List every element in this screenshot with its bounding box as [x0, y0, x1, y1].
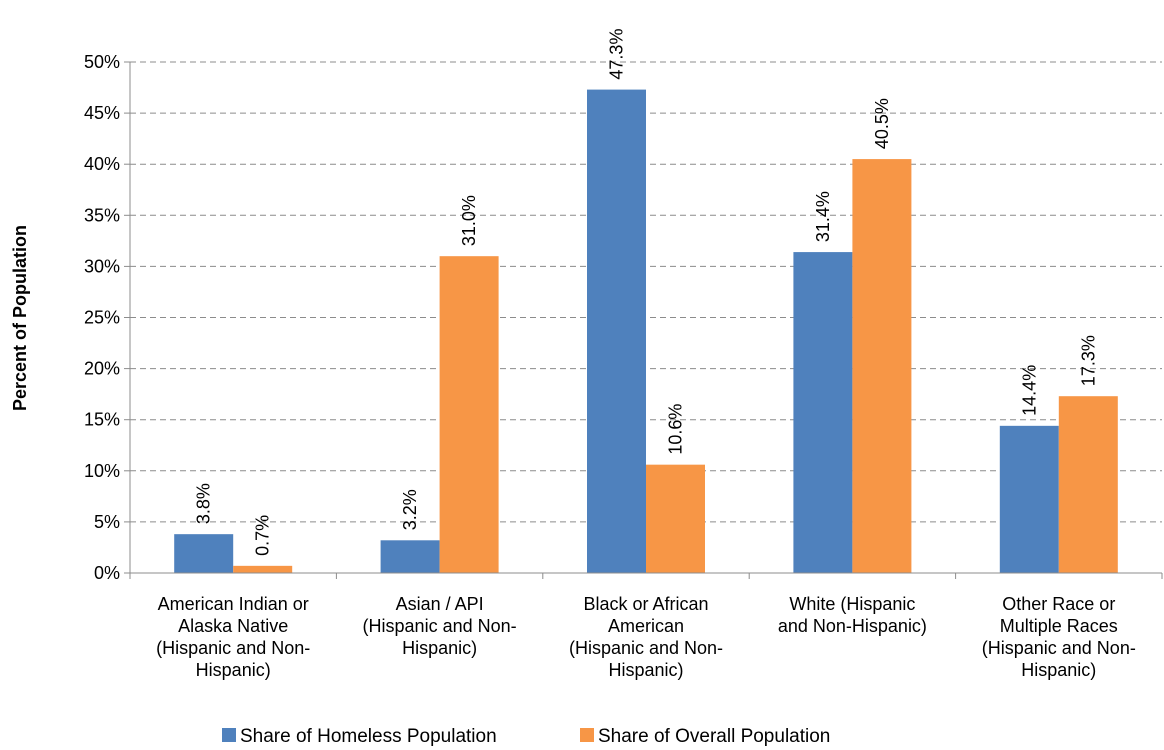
bar	[380, 540, 440, 573]
y-tick-label: 0%	[94, 563, 120, 583]
bar	[174, 534, 234, 573]
y-tick-label: 45%	[84, 103, 120, 123]
data-label: 17.3%	[1078, 335, 1098, 386]
y-axis-tick-labels: 0% 5% 10% 15% 20% 25% 30% 35% 40% 45% 50%	[84, 52, 120, 583]
data-label: 0.7%	[253, 515, 273, 556]
category-label: Asian / API (Hispanic and Non-Hispanic)	[363, 594, 517, 658]
category-label: Black or African American (Hispanic and No…	[569, 594, 723, 680]
y-tick-label: 50%	[84, 52, 120, 72]
category-label-line: (Hispanic and Non-	[363, 616, 517, 636]
data-label: 31.0%	[459, 195, 479, 246]
data-label: 31.4%	[813, 191, 833, 242]
category-label-line: (Hispanic and Non-	[156, 638, 310, 658]
bar	[439, 256, 499, 573]
y-tick-label: 40%	[84, 154, 120, 174]
legend-label: Share of Homeless Population	[240, 726, 497, 747]
data-label: 14.4%	[1019, 365, 1039, 416]
bar	[852, 159, 912, 573]
category-label-line: Hispanic)	[402, 638, 477, 658]
category-label-line: (Hispanic and Non-	[569, 638, 723, 658]
category-label-line: (Hispanic and Non-	[982, 638, 1136, 658]
axes	[129, 62, 1163, 579]
bar	[233, 565, 293, 573]
y-axis-title: Percent of Population	[10, 225, 30, 411]
y-tick-label: 10%	[84, 461, 120, 481]
category-label: Other Race or Multiple Races (Hispanic and…	[982, 594, 1136, 680]
bar	[646, 464, 705, 573]
data-label: 3.8%	[194, 483, 214, 524]
category-labels: American Indian or Alaska Native (Hispanic…	[156, 594, 1136, 680]
legend-label: Share of Overall Population	[598, 726, 830, 747]
category-label-line: Other Race or	[1002, 594, 1115, 614]
bar	[1058, 396, 1118, 573]
bar	[587, 89, 646, 574]
bars	[174, 89, 1118, 574]
y-tick-label: 5%	[94, 512, 120, 532]
y-tick-label: 25%	[84, 308, 120, 328]
data-label: 40.5%	[872, 98, 892, 149]
data-labels: 3.8% 3.2% 47.3% 31.4% 14.4% 0.7% 31.0% 10.6% 40.…	[194, 29, 1099, 556]
category-label-line: American Indian or	[158, 594, 309, 614]
data-label: 47.3%	[607, 29, 627, 80]
y-tick-label: 20%	[84, 359, 120, 379]
data-label: 10.6%	[666, 404, 686, 455]
category-label-line: Hispanic)	[608, 660, 683, 680]
bar	[793, 252, 853, 574]
category-label-line: Multiple Races	[1000, 616, 1118, 636]
category-label: White (Hispanic and Non-Hispanic)	[778, 594, 927, 636]
y-tick-label: 30%	[84, 256, 120, 276]
y-tick-label: 35%	[84, 205, 120, 225]
bar	[999, 425, 1059, 573]
category-label-line: White (Hispanic	[789, 594, 915, 614]
data-label: 3.2%	[400, 489, 420, 530]
category-label-line: Asian / API	[396, 594, 484, 614]
category-label-line: Black or African	[583, 594, 708, 614]
legend: Share of Homeless Population Share of Ove…	[222, 726, 830, 747]
category-label-line: Hispanic)	[1021, 660, 1096, 680]
category-label: American Indian or Alaska Native (Hispanic…	[156, 594, 310, 680]
category-label-line: Hispanic)	[196, 660, 271, 680]
category-label-line: and Non-Hispanic)	[778, 616, 927, 636]
legend-swatch	[580, 728, 594, 742]
category-label-line: American	[608, 616, 684, 636]
y-tick-label: 15%	[84, 410, 120, 430]
legend-swatch	[222, 728, 236, 742]
category-label-line: Alaska Native	[178, 616, 288, 636]
